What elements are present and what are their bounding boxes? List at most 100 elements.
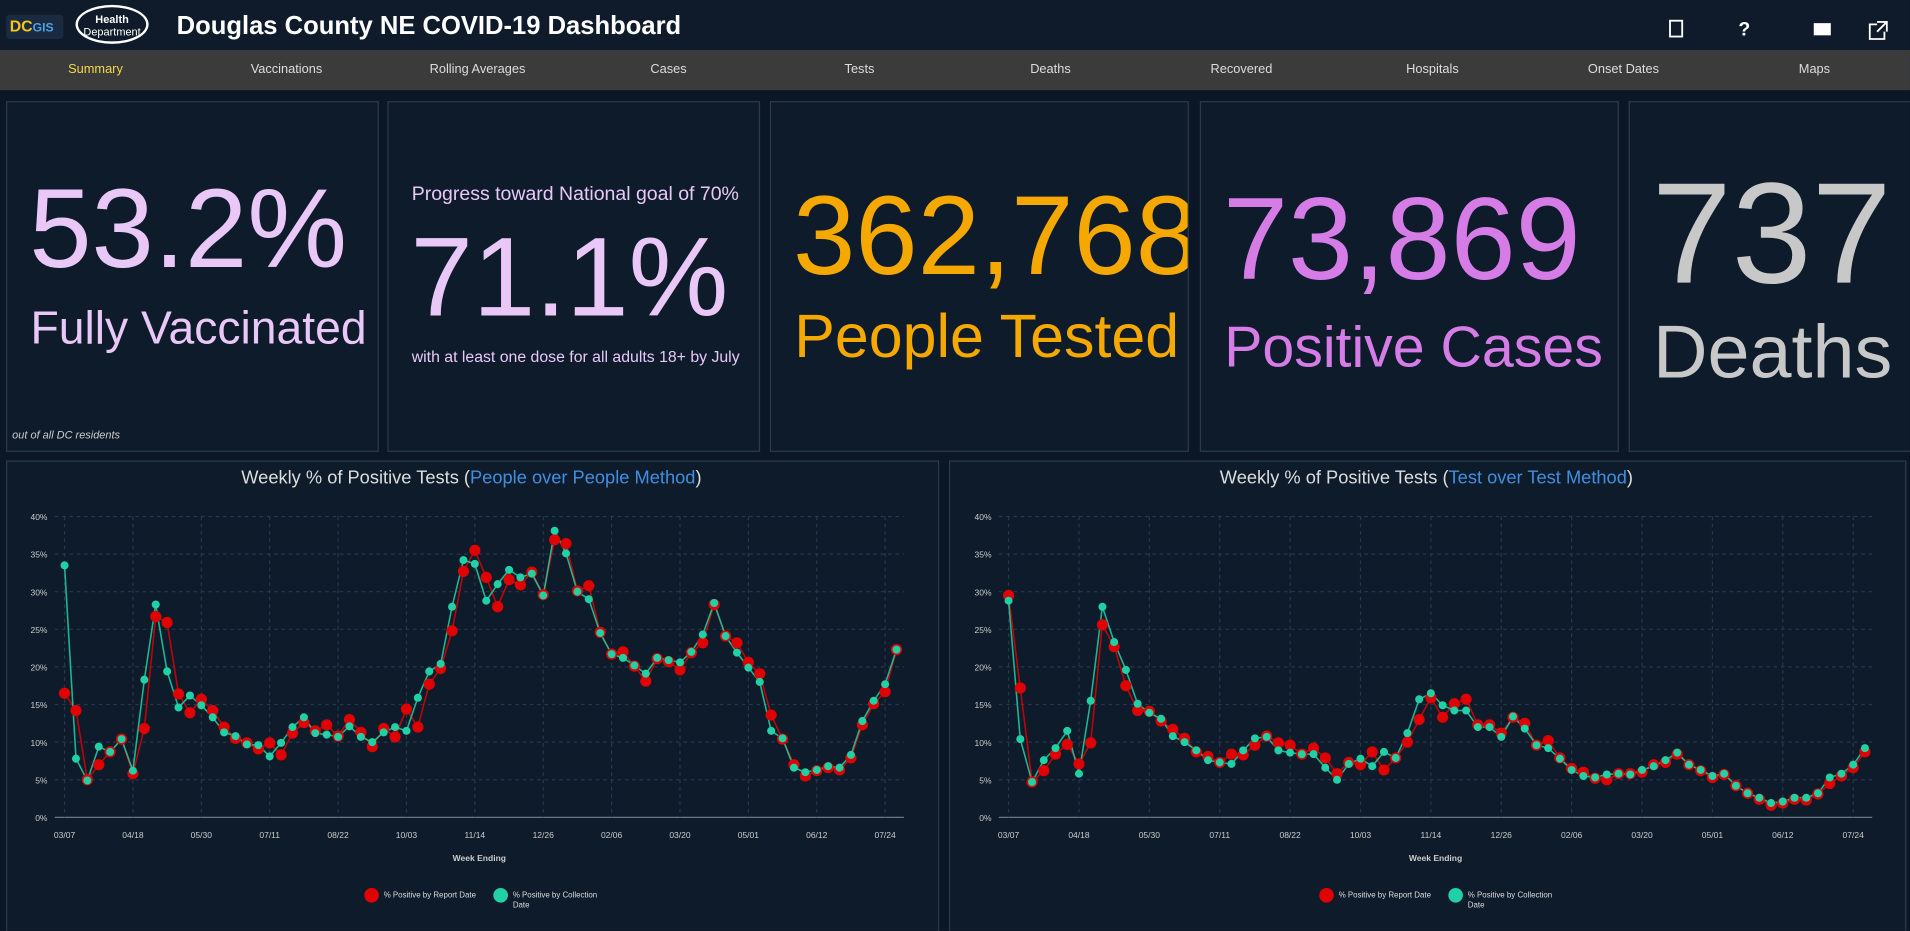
data-point [596, 629, 605, 638]
data-point [1356, 754, 1365, 763]
x-tick-label: 05/30 [1139, 830, 1161, 840]
data-point [1286, 748, 1295, 757]
data-point [1824, 777, 1836, 790]
data-point [140, 675, 149, 684]
data-point [514, 579, 527, 591]
data-point [617, 646, 629, 658]
data-point [60, 561, 69, 570]
x-tick-label: 04/18 [122, 830, 144, 840]
data-point [1696, 765, 1705, 774]
data-point [869, 696, 878, 705]
nav-item[interactable]: Onset Dates [1587, 62, 1659, 77]
nav-item[interactable]: Summary [68, 62, 123, 77]
data-point [174, 703, 183, 712]
data-point [334, 732, 343, 741]
data-point [207, 704, 219, 717]
data-point [767, 726, 776, 735]
data-point [1098, 602, 1107, 611]
mail-icon[interactable] [1813, 23, 1831, 36]
data-point [640, 675, 652, 687]
data-point [402, 726, 411, 735]
data-point [1250, 734, 1259, 743]
data-point [1203, 756, 1213, 765]
data-point [765, 709, 777, 721]
data-point [1192, 746, 1201, 755]
data-point [1401, 736, 1414, 748]
data-point [389, 731, 401, 743]
data-point [184, 707, 196, 719]
data-point [128, 766, 137, 775]
series-line [63, 528, 898, 783]
data-point [1673, 748, 1682, 757]
data-point [208, 713, 217, 722]
data-point [1544, 744, 1553, 753]
data-point [1051, 744, 1060, 753]
data-point [1168, 732, 1177, 741]
kpi-note: out of all DC residents [12, 428, 121, 441]
data-point [1274, 746, 1283, 755]
y-tick-label: 20% [30, 663, 47, 673]
nav-item[interactable]: Recovered [1210, 62, 1273, 77]
legend-line: % Positive by Collection [513, 891, 597, 900]
x-tick-label: 03/07 [998, 830, 1020, 840]
data-point [744, 663, 753, 672]
y-tick-label: 30% [30, 587, 47, 597]
x-axis-label: Week Ending [453, 853, 506, 863]
data-point [436, 659, 445, 668]
data-point [195, 693, 207, 705]
data-point [1837, 769, 1846, 778]
nav-item[interactable]: Maps [1798, 62, 1831, 77]
x-tick-label: 03/20 [1631, 830, 1653, 840]
nav-item[interactable]: Rolling Averages [429, 62, 526, 77]
nav-item[interactable]: Deaths [1030, 62, 1071, 77]
data-point [1437, 711, 1449, 723]
data-point [231, 732, 240, 741]
data-point [70, 704, 82, 717]
data-point [584, 595, 593, 604]
y-tick-label: 5% [35, 775, 48, 785]
data-point [527, 569, 536, 578]
data-point [1661, 756, 1670, 765]
nav-item[interactable]: Vaccinations [250, 62, 323, 77]
data-point [1684, 760, 1693, 769]
legend-swatch [1319, 887, 1334, 903]
x-tick-label: 03/20 [669, 830, 691, 840]
data-point [220, 728, 229, 737]
x-tick-label: 05/01 [1702, 830, 1724, 840]
data-point [687, 647, 696, 656]
data-point [1215, 758, 1224, 767]
doc-icon[interactable] [1669, 19, 1684, 38]
data-point [1555, 754, 1564, 763]
data-point [1038, 765, 1050, 777]
nav-item[interactable]: Cases [650, 62, 687, 77]
data-point [493, 580, 502, 589]
data-point [573, 587, 582, 596]
data-point [1743, 789, 1752, 798]
data-point [879, 686, 891, 698]
data-point [492, 601, 504, 613]
nav-item[interactable]: Tests [844, 62, 875, 77]
header: DCGIS Health Department Douglas County NE… [0, 0, 1910, 50]
data-point [1438, 701, 1447, 710]
data-point [265, 752, 274, 761]
x-tick-label: 05/01 [738, 830, 760, 840]
data-point [254, 741, 263, 750]
data-point [503, 574, 515, 586]
data-point [1225, 748, 1238, 760]
data-point [1825, 773, 1834, 782]
data-point [731, 637, 743, 649]
x-tick-label: 12/26 [533, 830, 555, 840]
data-point [1284, 739, 1296, 751]
help-icon[interactable]: ? [1738, 18, 1750, 40]
y-tick-label: 35% [30, 550, 47, 560]
nav-item[interactable]: Hospitals [1406, 62, 1459, 77]
kpi-value: 737 [1651, 153, 1892, 315]
data-point [1096, 619, 1109, 631]
y-tick-label: 35% [974, 550, 991, 560]
data-point [1485, 723, 1494, 732]
open-icon[interactable] [1868, 21, 1888, 40]
x-tick-label: 04/18 [1068, 830, 1090, 840]
kpi-card: 737 Deaths [1628, 101, 1910, 452]
kpi-value: 73,869 [1222, 174, 1581, 305]
